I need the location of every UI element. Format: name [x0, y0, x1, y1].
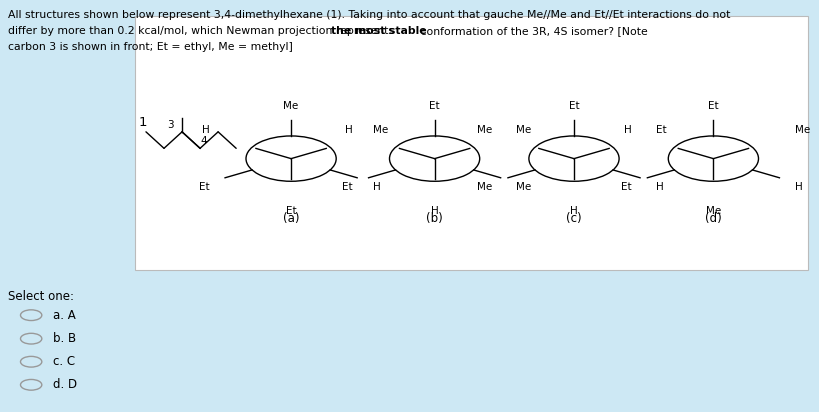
Text: Et: Et	[708, 101, 717, 111]
Text: Me: Me	[705, 206, 720, 216]
Text: Et: Et	[620, 182, 631, 192]
Text: Me: Me	[283, 101, 298, 111]
Text: (d): (d)	[704, 212, 721, 225]
Text: (b): (b)	[426, 212, 442, 225]
Text: Me: Me	[516, 182, 531, 192]
Text: H: H	[430, 206, 438, 216]
Text: 1: 1	[138, 116, 147, 129]
Text: Et: Et	[198, 182, 209, 192]
Text: Et: Et	[568, 101, 578, 111]
Text: H: H	[655, 182, 663, 192]
Text: Me: Me	[477, 125, 491, 135]
Text: 3: 3	[167, 120, 174, 130]
Text: Et: Et	[429, 101, 439, 111]
Text: H: H	[201, 125, 209, 135]
Text: c. C: c. C	[53, 355, 75, 368]
Text: b. B: b. B	[53, 332, 76, 345]
Text: conformation of the 3R, 4S isomer? [Note: conformation of the 3R, 4S isomer? [Note	[416, 26, 646, 36]
Text: All structures shown below represent 3,4-dimethylhexane (1). Taking into account: All structures shown below represent 3,4…	[8, 10, 730, 20]
Text: H: H	[569, 206, 577, 216]
Text: H: H	[794, 182, 802, 192]
Text: d. D: d. D	[53, 378, 77, 391]
Text: Me: Me	[516, 125, 531, 135]
Text: the most stable: the most stable	[331, 26, 427, 36]
Text: Et: Et	[655, 125, 666, 135]
Text: differ by more than 0.2 kcal/mol, which Newman projection represents: differ by more than 0.2 kcal/mol, which …	[8, 26, 397, 36]
FancyBboxPatch shape	[135, 16, 807, 270]
Text: Me: Me	[373, 125, 387, 135]
Text: H: H	[345, 125, 352, 135]
Text: 4: 4	[201, 136, 207, 146]
Text: Et: Et	[342, 182, 352, 192]
Text: H: H	[373, 182, 380, 192]
Text: (a): (a)	[283, 212, 299, 225]
Text: a. A: a. A	[53, 309, 76, 322]
Text: Select one:: Select one:	[8, 290, 74, 304]
Text: Et: Et	[286, 206, 296, 216]
Text: (c): (c)	[565, 212, 581, 225]
Text: carbon 3 is shown in front; Et = ethyl, Me = methyl]: carbon 3 is shown in front; Et = ethyl, …	[8, 42, 292, 52]
Text: H: H	[623, 125, 631, 135]
Text: Me: Me	[477, 182, 491, 192]
Text: Me: Me	[794, 125, 809, 135]
